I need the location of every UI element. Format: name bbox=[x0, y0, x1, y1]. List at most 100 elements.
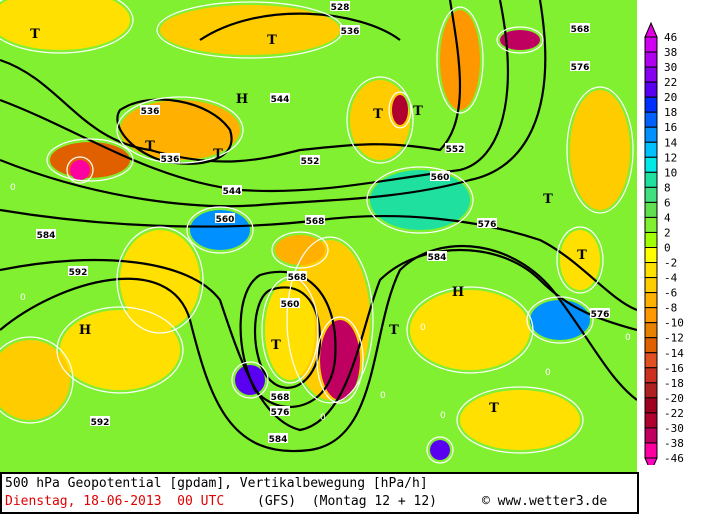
high-pressure-marker: H bbox=[79, 323, 91, 338]
low-pressure-marker: T bbox=[389, 323, 399, 338]
legend-label: 38 bbox=[664, 46, 677, 59]
zero-isoline bbox=[116, 226, 204, 334]
contour-label: 536 bbox=[141, 107, 160, 117]
contour-label-bg bbox=[68, 266, 88, 276]
legend-swatch bbox=[644, 111, 658, 128]
contour-label: 560 bbox=[431, 173, 450, 183]
zero-label: 0 bbox=[625, 333, 631, 343]
motion-patch bbox=[370, 170, 470, 230]
contour-label-bg bbox=[215, 213, 235, 223]
contour-label: 592 bbox=[91, 418, 110, 428]
motion-patch bbox=[265, 280, 315, 380]
legend-label: 14 bbox=[664, 136, 678, 149]
motion-patch bbox=[120, 230, 200, 330]
legend-arrow-bottom bbox=[644, 457, 658, 465]
contour-label: 592 bbox=[69, 268, 88, 278]
legend-swatch bbox=[644, 337, 658, 354]
contour-label: 568 bbox=[306, 217, 325, 227]
zero-isoline bbox=[388, 91, 412, 129]
legend-swatch bbox=[644, 171, 658, 188]
zero-isolines bbox=[0, 0, 634, 464]
zero-label: 0 bbox=[420, 323, 426, 333]
contour-label-bg bbox=[270, 93, 290, 103]
motion-patch bbox=[0, 0, 130, 50]
legend-label: 10 bbox=[664, 166, 677, 179]
low-pressure-marker: T bbox=[30, 27, 40, 42]
legend-swatch bbox=[644, 96, 658, 113]
legend-swatch bbox=[644, 442, 658, 459]
contour-label: 568 bbox=[271, 393, 290, 403]
motion-patch bbox=[440, 10, 480, 110]
contour-label-bg bbox=[270, 406, 290, 416]
contour-label-bg bbox=[570, 61, 590, 71]
zero-label: 0 bbox=[10, 183, 16, 193]
contour-label-bg bbox=[330, 1, 350, 11]
legend-label: 22 bbox=[664, 76, 677, 89]
contour-label-bg bbox=[590, 308, 610, 318]
zero-label: 0 bbox=[20, 293, 26, 303]
contour-label-bg bbox=[222, 185, 242, 195]
legend-label: -8 bbox=[664, 302, 677, 315]
legend-label: -6 bbox=[664, 287, 677, 300]
contour-label-bg bbox=[280, 298, 300, 308]
zero-isoline bbox=[566, 86, 634, 214]
zero-label: 0 bbox=[380, 391, 386, 401]
contour-label-bg bbox=[36, 229, 56, 239]
high-pressure-marker: H bbox=[236, 92, 248, 107]
contour-label-bg bbox=[268, 433, 288, 443]
low-pressure-marker: T bbox=[489, 401, 499, 416]
contour-label-bg bbox=[340, 25, 360, 35]
zero-isoline bbox=[286, 236, 374, 404]
legend-label: 30 bbox=[664, 61, 677, 74]
contour-label-bg bbox=[160, 153, 180, 163]
legend-swatch bbox=[644, 36, 658, 53]
legend-label: -20 bbox=[664, 392, 684, 405]
zero-isoline bbox=[231, 361, 269, 399]
contour-label: 576 bbox=[271, 408, 290, 418]
legend-swatch bbox=[644, 262, 658, 279]
zero-label: 0 bbox=[320, 413, 326, 423]
legend-label: 20 bbox=[664, 91, 677, 104]
low-pressure-marker: T bbox=[271, 338, 281, 353]
contour-label: 528 bbox=[331, 3, 350, 13]
motion-patch bbox=[392, 95, 408, 125]
contour-label-bg bbox=[477, 218, 497, 228]
copyright-link[interactable]: © www.wetter3.de bbox=[482, 494, 608, 509]
valid-date: Dienstag, 18-06-2013 00 UTC bbox=[5, 494, 225, 509]
zero-isoline bbox=[346, 76, 414, 164]
zero-isoline bbox=[526, 296, 594, 344]
contour-label: 568 bbox=[571, 25, 590, 35]
zero-isoline bbox=[56, 306, 184, 394]
low-pressure-marker: T bbox=[577, 248, 587, 263]
contour-label-bg bbox=[270, 391, 290, 401]
motion-patch bbox=[530, 300, 590, 340]
legend-label: -38 bbox=[664, 437, 684, 450]
pressure-markers: T T T T H T T T H T T H T T 0 0 0 0 0 0 0 0 bbox=[10, 27, 631, 423]
legend-swatch bbox=[644, 352, 658, 369]
contour-label-bg bbox=[140, 105, 160, 115]
motion-patch bbox=[570, 90, 630, 210]
contour-label-bg bbox=[287, 271, 307, 281]
zero-isoline bbox=[0, 0, 134, 54]
zero-label: 0 bbox=[440, 411, 446, 421]
legend-swatch bbox=[644, 81, 658, 98]
contour-label: 552 bbox=[301, 157, 320, 167]
motion-patch bbox=[275, 235, 325, 265]
zero-isoline bbox=[66, 156, 94, 184]
contour-label: 568 bbox=[288, 273, 307, 283]
low-pressure-marker: T bbox=[213, 147, 223, 162]
legend-swatch bbox=[644, 231, 658, 248]
legend-swatch bbox=[644, 382, 658, 399]
contour-label: 544 bbox=[223, 187, 242, 197]
contour-label: 560 bbox=[281, 300, 300, 310]
legend-label: 12 bbox=[664, 151, 677, 164]
legend-label: 4 bbox=[664, 211, 671, 224]
zero-isoline bbox=[316, 316, 364, 404]
geopotential-contours bbox=[0, 0, 637, 453]
legend-swatch bbox=[644, 427, 658, 444]
legend-swatch bbox=[644, 126, 658, 143]
contour-label: 560 bbox=[216, 215, 235, 225]
legend-swatch bbox=[644, 367, 658, 384]
motion-patch bbox=[70, 160, 90, 180]
high-pressure-marker: H bbox=[452, 285, 464, 300]
